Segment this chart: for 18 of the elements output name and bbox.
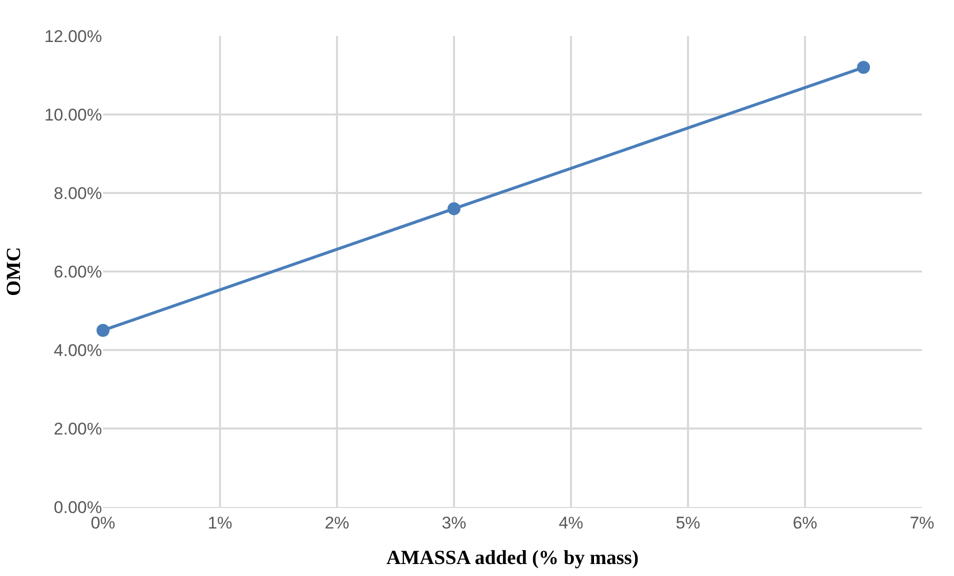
x-tick-label: 4% [558,513,584,532]
x-tick-label: 5% [676,513,700,532]
point [96,324,110,337]
x-tick-label: 3% [442,513,466,532]
point [448,202,460,216]
x-tick-label: 1% [208,513,232,532]
x-tick-label: 2% [324,513,350,532]
y-tick-label: 8.00% [54,184,102,203]
point [857,60,870,74]
y-tick-label: 4.00% [54,340,102,360]
y-tick-label: 10.00% [44,105,102,124]
x-axis-title: AMASSA added (% by mass) [386,546,639,569]
y-tick-label: 6.00% [54,262,102,282]
y-axis-title: OMC [2,247,25,296]
x-tick-label: 7% [910,513,934,532]
y-tick-label: 12.00% [44,26,102,46]
y-tick-label: 2.00% [54,419,102,438]
x-tick-label: 6% [792,513,818,532]
